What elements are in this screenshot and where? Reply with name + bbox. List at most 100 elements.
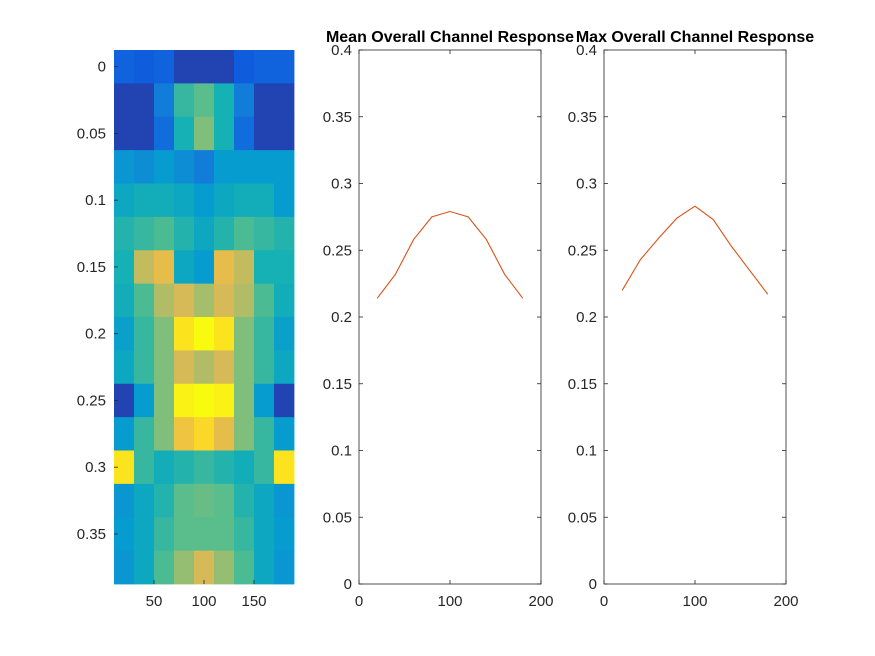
y-tick-label: 0.1: [85, 192, 106, 209]
y-tick-label: 0.05: [568, 509, 597, 526]
heatmap-cell: [254, 317, 275, 351]
heatmap-cell: [254, 183, 275, 218]
chart-title: Mean Overall Channel Response: [326, 29, 574, 46]
heatmap-cell: [274, 216, 295, 251]
heatmap-cell: [174, 417, 195, 451]
heatmap-cell: [174, 383, 195, 418]
heatmap-cell: [154, 517, 175, 552]
heatmap-cell: [234, 483, 255, 518]
heatmap-cell: [114, 50, 135, 84]
heatmap-cell: [214, 150, 235, 184]
heatmap-cell: [134, 550, 155, 585]
heatmap-cell: [274, 350, 295, 385]
heatmap-cell: [154, 283, 175, 318]
heatmap-cell: [234, 450, 255, 485]
heatmap-cell: [274, 450, 295, 485]
heatmap-cell: [134, 216, 155, 251]
heatmap-cell: [254, 350, 275, 385]
heatmap-cell: [114, 283, 135, 318]
heatmap-cell: [254, 50, 275, 84]
heatmap-cell: [234, 50, 255, 84]
heatmap-cell: [194, 183, 215, 218]
heatmap-cell: [274, 116, 295, 151]
axes-box: [358, 49, 542, 585]
heatmap-cell: [194, 383, 215, 418]
x-tick-label: 0: [355, 593, 363, 610]
heatmap-cell: [194, 483, 215, 518]
heatmap-cell: [274, 383, 295, 418]
y-tick-label: 0: [98, 59, 106, 76]
heatmap-cell: [154, 450, 175, 485]
heatmap-cell: [214, 116, 235, 151]
heatmap-cell: [274, 83, 295, 118]
y-tick-label: 0.15: [323, 376, 352, 393]
heatmap-cell: [254, 83, 275, 118]
heatmap-cell: [134, 417, 155, 451]
heatmap-cell: [234, 350, 255, 385]
heatmap-cell: [274, 150, 295, 184]
heatmap-cell: [214, 550, 235, 585]
y-tick-label: 0.25: [568, 242, 597, 259]
heatmap-cell: [214, 450, 235, 485]
heatmap-cell: [154, 483, 175, 518]
heatmap-cell: [134, 50, 155, 84]
heatmap-cell: [274, 283, 295, 318]
heatmap-cell: [154, 417, 175, 451]
heatmap-cell: [114, 216, 135, 251]
heatmap-cell: [194, 550, 215, 585]
heatmap-cell: [194, 116, 215, 151]
heatmap-cell: [174, 450, 195, 485]
heatmap-cell: [214, 517, 235, 552]
heatmap-cell: [214, 83, 235, 118]
heatmap-cell: [254, 517, 275, 552]
heatmap-cell: [114, 450, 135, 485]
heatmap-cell: [234, 150, 255, 184]
heatmap-cell: [114, 383, 135, 418]
x-tick-label: 100: [682, 593, 707, 610]
heatmap-cell: [154, 550, 175, 585]
heatmap-cell: [174, 517, 195, 552]
heatmap-cell: [174, 350, 195, 385]
heatmap-cell: [134, 183, 155, 218]
heatmap-cell: [214, 383, 235, 418]
heatmap-cell: [134, 450, 155, 485]
heatmap-cell: [194, 250, 215, 285]
heatmap-cell: [194, 450, 215, 485]
heatmap-cell: [134, 517, 155, 552]
y-tick-label: 0.25: [77, 392, 106, 409]
heatmap-cell: [174, 483, 195, 518]
heatmap-cell: [134, 350, 155, 385]
heatmap-cell: [254, 250, 275, 285]
heatmap-cell: [194, 83, 215, 118]
y-tick-label: 0: [344, 576, 352, 593]
heatmap-cell: [134, 317, 155, 351]
heatmap-cell: [194, 517, 215, 552]
heatmap-cell: [194, 50, 215, 84]
heatmap-cell: [194, 283, 215, 318]
heatmap-cell: [114, 483, 135, 518]
heatmap-cell: [154, 383, 175, 418]
heatmap-cell: [174, 50, 195, 84]
y-tick-label: 0.05: [77, 125, 106, 142]
heatmap-cell: [274, 50, 295, 84]
heatmap-cell: [114, 83, 135, 118]
heatmap-cell: [174, 216, 195, 251]
x-tick-label: 0: [600, 593, 608, 610]
heatmap-cell: [214, 183, 235, 218]
heatmap-cell: [134, 83, 155, 118]
heatmap-cell: [154, 116, 175, 151]
series-line: [376, 210, 524, 299]
y-tick-label: 0.2: [331, 309, 352, 326]
heatmap-cell: [214, 216, 235, 251]
heatmap-cell: [154, 250, 175, 285]
heatmap-cell: [194, 417, 215, 451]
heatmap-cell: [234, 550, 255, 585]
y-tick-label: 0.15: [568, 376, 597, 393]
heatmap-cell: [234, 383, 255, 418]
y-tick-label: 0: [589, 576, 597, 593]
heatmap-cell: [154, 183, 175, 218]
heatmap-cell: [114, 517, 135, 552]
heatmap-cell: [114, 183, 135, 218]
heatmap-cell: [214, 350, 235, 385]
